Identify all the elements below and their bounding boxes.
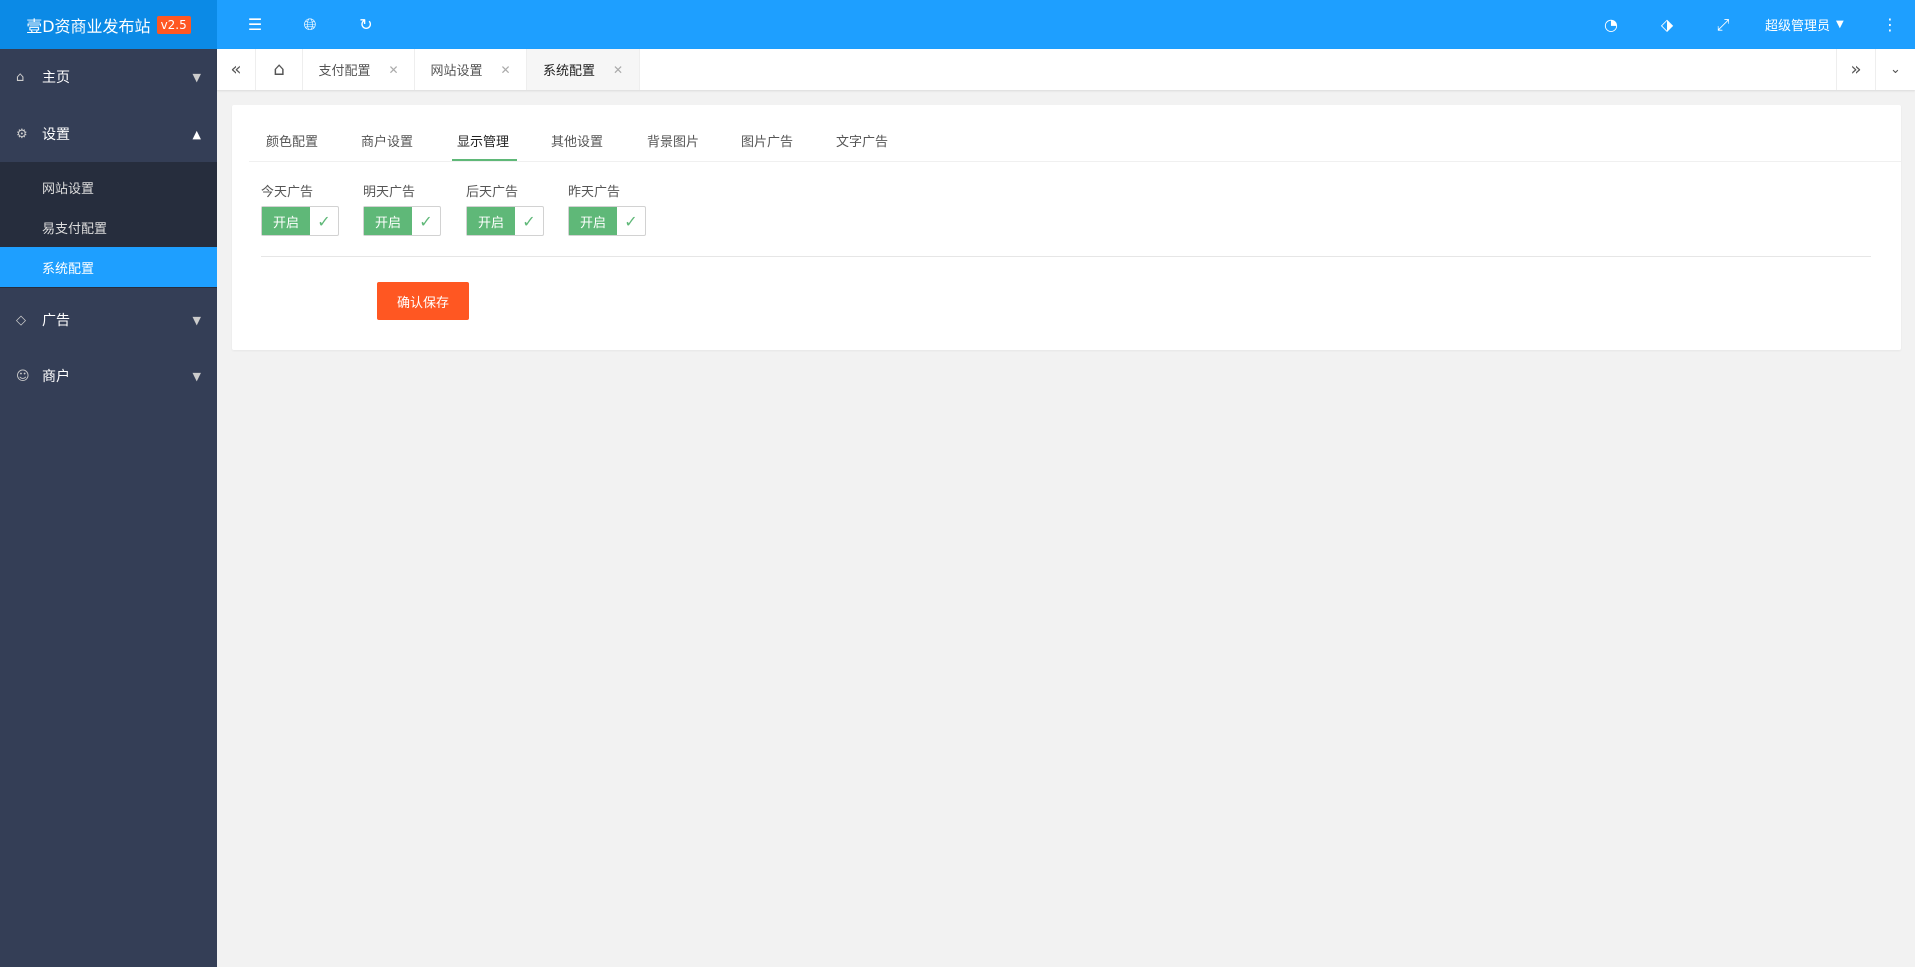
tab-label: 系统配置 bbox=[542, 64, 595, 79]
sidebar-sub-epay-config[interactable]: 易支付配置 bbox=[42, 221, 108, 237]
diamond-icon: ◇ bbox=[16, 312, 26, 328]
switch-state: 开启 bbox=[364, 207, 412, 235]
active-tab-indicator bbox=[452, 159, 517, 161]
tab-bar: « ⌂ 支付配置 ✕ 网站设置 ✕ 系统配置 ✕ » ⌄ bbox=[217, 49, 1915, 90]
close-icon[interactable]: ✕ bbox=[388, 62, 399, 77]
scroll-left-icon[interactable]: « bbox=[217, 49, 256, 90]
check-icon: ✓ bbox=[624, 211, 638, 231]
day-after-ad-label: 后天广告 bbox=[466, 185, 519, 200]
sidebar-item-label: 商户 bbox=[42, 369, 70, 385]
caret-down-icon: ▼ bbox=[192, 70, 201, 84]
yesterday-ad-label: 昨天广告 bbox=[568, 185, 621, 200]
caret-down-icon: ▼ bbox=[192, 369, 201, 383]
gear-icon: ⚙ bbox=[16, 126, 28, 142]
sidebar-item-settings[interactable]: ⚙ 设置 ▲ bbox=[0, 106, 217, 162]
config-card: 颜色配置 商户设置 显示管理 其他设置 背景图片 图片广告 文字广告 今天广告 … bbox=[232, 105, 1901, 350]
switch-state: 开启 bbox=[262, 207, 310, 235]
user-icon: ☺ bbox=[16, 368, 30, 384]
home-tab-icon[interactable]: ⌂ bbox=[256, 49, 303, 90]
user-menu[interactable]: 超级管理员 ▼ bbox=[1765, 0, 1844, 49]
sidebar-item-label: 设置 bbox=[42, 127, 70, 143]
tab-label: 支付配置 bbox=[318, 64, 371, 79]
sidebar-item-label: 主页 bbox=[42, 70, 70, 86]
tab-label: 网站设置 bbox=[430, 64, 483, 79]
check-icon: ✓ bbox=[419, 211, 433, 231]
form-divider bbox=[261, 256, 1871, 257]
tab-system-config[interactable]: 系统配置 ✕ bbox=[527, 49, 640, 90]
top-header bbox=[0, 0, 1915, 49]
tomorrow-ad-switch[interactable]: 开启 ✓ bbox=[363, 206, 441, 236]
tab-merchant-settings[interactable]: 商户设置 bbox=[361, 135, 414, 150]
tab-menu-chevron-icon[interactable]: ⌄ bbox=[1890, 62, 1901, 77]
home-icon: ⌂ bbox=[16, 69, 25, 85]
check-icon: ✓ bbox=[522, 211, 536, 231]
caret-up-icon: ▲ bbox=[192, 127, 201, 141]
close-icon[interactable]: ✕ bbox=[500, 62, 511, 77]
tab-divider bbox=[249, 161, 1901, 162]
tab-website-settings[interactable]: 网站设置 ✕ bbox=[415, 49, 527, 90]
sidebar-item-label: 广告 bbox=[42, 313, 70, 329]
version-badge: v2.5 bbox=[156, 15, 191, 34]
tab-text-ads[interactable]: 文字广告 bbox=[836, 135, 889, 150]
user-name: 超级管理员 bbox=[1765, 19, 1831, 34]
more-icon[interactable]: ⋮ bbox=[1882, 15, 1898, 34]
refresh-icon[interactable]: ↻ bbox=[359, 15, 373, 34]
save-button[interactable]: 确认保存 bbox=[377, 282, 469, 320]
day-after-ad-switch[interactable]: 开启 ✓ bbox=[466, 206, 544, 236]
tag-icon[interactable]: ⬗ bbox=[1660, 15, 1674, 34]
tab-background-image[interactable]: 背景图片 bbox=[647, 135, 700, 150]
today-ad-label: 今天广告 bbox=[261, 185, 314, 200]
scroll-right-icon[interactable]: » bbox=[1836, 49, 1876, 90]
sidebar-item-home[interactable]: ⌂ 主页 ▼ bbox=[0, 49, 217, 105]
sidebar-sub-website-settings[interactable]: 网站设置 bbox=[42, 181, 95, 197]
yesterday-ad-switch[interactable]: 开启 ✓ bbox=[568, 206, 646, 236]
caret-down-icon: ▼ bbox=[192, 313, 201, 327]
palette-icon[interactable]: ◔ bbox=[1604, 15, 1618, 34]
tab-display-management[interactable]: 显示管理 bbox=[457, 135, 510, 150]
sidebar-sub-system-config[interactable]: 系统配置 bbox=[0, 247, 217, 287]
sidebar-item-merchants[interactable]: ☺ 商户 ▼ bbox=[0, 348, 217, 404]
switch-state: 开启 bbox=[467, 207, 515, 235]
today-ad-switch[interactable]: 开启 ✓ bbox=[261, 206, 339, 236]
shrink-menu-icon[interactable]: ☰ bbox=[247, 15, 263, 34]
sidebar-item-ads[interactable]: ◇ 广告 ▼ bbox=[0, 292, 217, 348]
fullscreen-icon[interactable]: ⤢ bbox=[1716, 14, 1730, 34]
caret-down-icon: ▼ bbox=[1836, 19, 1844, 30]
site-name: 壹D资商业发布站 bbox=[26, 16, 151, 36]
tab-pay-config[interactable]: 支付配置 ✕ bbox=[303, 49, 415, 90]
close-icon[interactable]: ✕ bbox=[612, 62, 624, 77]
switch-state: 开启 bbox=[569, 207, 617, 235]
tab-color-config[interactable]: 颜色配置 bbox=[266, 135, 319, 150]
globe-icon[interactable]: 🌐︎ bbox=[303, 14, 317, 34]
tomorrow-ad-label: 明天广告 bbox=[363, 185, 416, 200]
tab-image-ads[interactable]: 图片广告 bbox=[741, 135, 794, 150]
check-icon: ✓ bbox=[317, 211, 331, 231]
logo[interactable]: 壹D资商业发布站 v2.5 bbox=[0, 0, 217, 49]
tab-other-settings[interactable]: 其他设置 bbox=[551, 135, 604, 150]
